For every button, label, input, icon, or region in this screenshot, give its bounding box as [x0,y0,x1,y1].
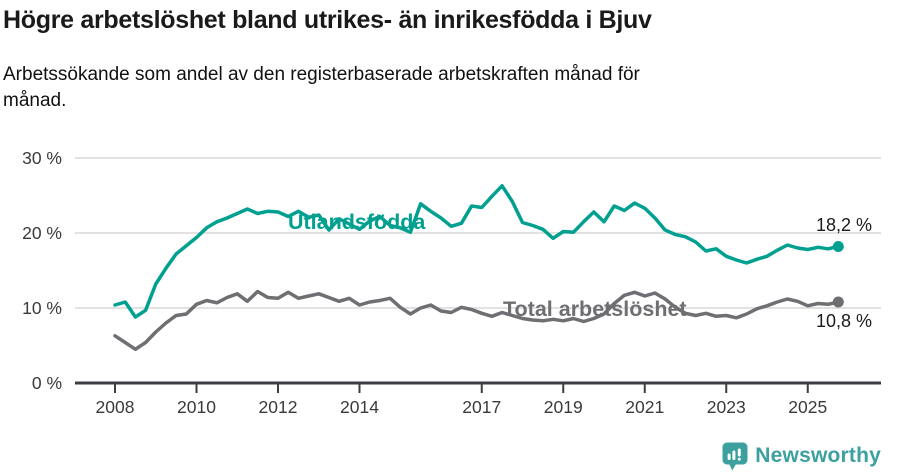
x-tick-label: 2023 [707,397,746,417]
y-tick-label: 20 % [22,223,62,243]
series-end-dot [832,296,844,308]
chart-subtitle: Arbetssökande som andel av den registerb… [3,64,640,111]
x-tick-label: 2008 [96,397,135,417]
x-axis: 2008 2010 2012 2014 2017 2019 2021 2023 2025 [75,381,881,417]
newsworthy-brand-text: Newsworthy [755,444,881,467]
series-line [113,184,841,319]
y-tick-label: 10 % [22,298,62,318]
newsworthy-logo-icon [722,442,748,470]
y-tick-label: 30 % [22,148,62,168]
series-line [113,289,841,352]
end-value-label: 10,8 % [816,311,872,331]
x-tick-label: 2025 [788,397,827,417]
y-tick-label: 0 % [32,373,62,393]
page-title: Högre arbetslöshet bland utrikes- än inr… [3,6,652,34]
x-tick-label: 2010 [177,397,216,417]
x-tick-label: 2012 [259,397,298,417]
x-tick-label: 2019 [544,397,583,417]
x-tick-label: 2014 [340,397,379,417]
series-end-dot [832,241,844,252]
newsworthy-logo: Newsworthy [722,441,881,471]
line-chart: 0 % 10 % 20 % 30 % 2008 2010 2012 2014 2017 2019… [22,148,881,417]
x-tick-label: 2017 [462,397,501,417]
series-lines [113,184,844,352]
end-value-labels: 18,2 % 10,8 % [816,215,872,331]
x-tick-label: 2021 [625,397,664,417]
gridlines-and-y-axis-labels: 0 % 10 % 20 % 30 % [22,148,881,393]
end-value-label: 18,2 % [816,215,872,235]
